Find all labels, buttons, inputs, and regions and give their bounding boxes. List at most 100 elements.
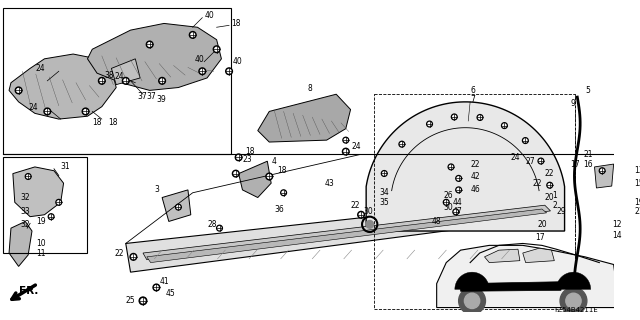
Circle shape bbox=[282, 191, 285, 194]
Text: 19: 19 bbox=[36, 217, 45, 226]
Circle shape bbox=[428, 123, 431, 126]
Text: 24: 24 bbox=[510, 153, 520, 162]
Text: 2: 2 bbox=[552, 201, 557, 210]
Polygon shape bbox=[111, 59, 140, 85]
Circle shape bbox=[234, 172, 237, 175]
Circle shape bbox=[177, 205, 180, 209]
Text: 29: 29 bbox=[556, 207, 566, 216]
Circle shape bbox=[381, 171, 387, 176]
Circle shape bbox=[502, 123, 508, 128]
Text: 34: 34 bbox=[380, 188, 389, 197]
Circle shape bbox=[456, 176, 461, 181]
Circle shape bbox=[56, 199, 61, 205]
Polygon shape bbox=[523, 248, 554, 263]
Circle shape bbox=[148, 43, 152, 46]
Polygon shape bbox=[436, 245, 616, 308]
Circle shape bbox=[130, 253, 137, 260]
Text: 26: 26 bbox=[444, 191, 453, 200]
Text: 32: 32 bbox=[20, 220, 30, 229]
Polygon shape bbox=[239, 161, 271, 197]
Circle shape bbox=[457, 177, 460, 180]
Circle shape bbox=[344, 139, 348, 142]
Circle shape bbox=[359, 213, 363, 217]
Circle shape bbox=[26, 174, 31, 179]
Circle shape bbox=[445, 201, 448, 204]
Text: 28: 28 bbox=[207, 220, 216, 229]
Text: 8: 8 bbox=[307, 84, 312, 93]
Polygon shape bbox=[143, 205, 550, 260]
Polygon shape bbox=[13, 167, 63, 217]
Text: 33: 33 bbox=[20, 207, 30, 216]
Text: 6: 6 bbox=[470, 86, 475, 95]
Polygon shape bbox=[366, 102, 564, 231]
Circle shape bbox=[524, 139, 527, 142]
Text: 48: 48 bbox=[432, 217, 442, 226]
Text: 18: 18 bbox=[92, 118, 102, 127]
Circle shape bbox=[82, 108, 89, 115]
Circle shape bbox=[457, 188, 460, 191]
Circle shape bbox=[600, 169, 604, 172]
Text: 35: 35 bbox=[380, 198, 389, 207]
Circle shape bbox=[560, 287, 587, 314]
Text: 40: 40 bbox=[233, 57, 243, 66]
Text: 25: 25 bbox=[125, 296, 135, 305]
Circle shape bbox=[344, 150, 348, 154]
Bar bbox=[374, 94, 575, 309]
Polygon shape bbox=[147, 209, 547, 263]
Circle shape bbox=[358, 212, 364, 218]
Circle shape bbox=[84, 109, 88, 113]
Circle shape bbox=[479, 116, 481, 119]
Text: 24: 24 bbox=[115, 72, 124, 81]
Circle shape bbox=[48, 214, 54, 220]
Circle shape bbox=[623, 191, 627, 194]
Circle shape bbox=[27, 175, 29, 178]
Circle shape bbox=[226, 68, 232, 75]
Text: 16: 16 bbox=[583, 160, 593, 169]
Circle shape bbox=[454, 210, 458, 213]
Text: 44: 44 bbox=[453, 198, 463, 207]
Text: 23: 23 bbox=[243, 155, 252, 164]
Text: 19: 19 bbox=[635, 198, 640, 207]
Circle shape bbox=[343, 137, 349, 143]
Text: 1: 1 bbox=[552, 191, 557, 200]
Circle shape bbox=[15, 87, 22, 94]
Text: 43: 43 bbox=[324, 179, 335, 188]
Circle shape bbox=[451, 114, 457, 120]
Circle shape bbox=[366, 220, 374, 228]
Circle shape bbox=[147, 41, 153, 48]
Circle shape bbox=[566, 293, 581, 308]
Polygon shape bbox=[9, 221, 32, 267]
Text: 40: 40 bbox=[195, 55, 204, 64]
Circle shape bbox=[453, 209, 459, 215]
Text: 18: 18 bbox=[231, 19, 241, 28]
Text: 40: 40 bbox=[204, 11, 214, 20]
Polygon shape bbox=[425, 202, 451, 223]
Circle shape bbox=[459, 287, 486, 314]
Circle shape bbox=[45, 109, 49, 113]
Polygon shape bbox=[595, 164, 614, 188]
Text: 46: 46 bbox=[470, 185, 480, 194]
Text: 17: 17 bbox=[535, 233, 545, 242]
Text: 10: 10 bbox=[36, 239, 45, 248]
Text: 3: 3 bbox=[154, 185, 159, 194]
Circle shape bbox=[449, 165, 452, 169]
Text: 20: 20 bbox=[537, 220, 547, 229]
Text: 24: 24 bbox=[28, 103, 38, 112]
Circle shape bbox=[477, 115, 483, 120]
Text: 38: 38 bbox=[105, 71, 115, 80]
Circle shape bbox=[547, 182, 552, 188]
Text: 22: 22 bbox=[470, 160, 479, 169]
Circle shape bbox=[132, 255, 135, 259]
Text: 37: 37 bbox=[137, 92, 147, 100]
Text: 18: 18 bbox=[277, 166, 287, 175]
Circle shape bbox=[44, 108, 51, 115]
Polygon shape bbox=[484, 249, 520, 263]
Text: 20: 20 bbox=[545, 193, 554, 202]
Circle shape bbox=[237, 156, 241, 159]
Text: 5: 5 bbox=[585, 86, 590, 95]
Polygon shape bbox=[258, 94, 351, 142]
Circle shape bbox=[266, 173, 273, 180]
Text: 13: 13 bbox=[635, 166, 640, 175]
Circle shape bbox=[213, 46, 220, 52]
Text: 24: 24 bbox=[351, 142, 361, 151]
